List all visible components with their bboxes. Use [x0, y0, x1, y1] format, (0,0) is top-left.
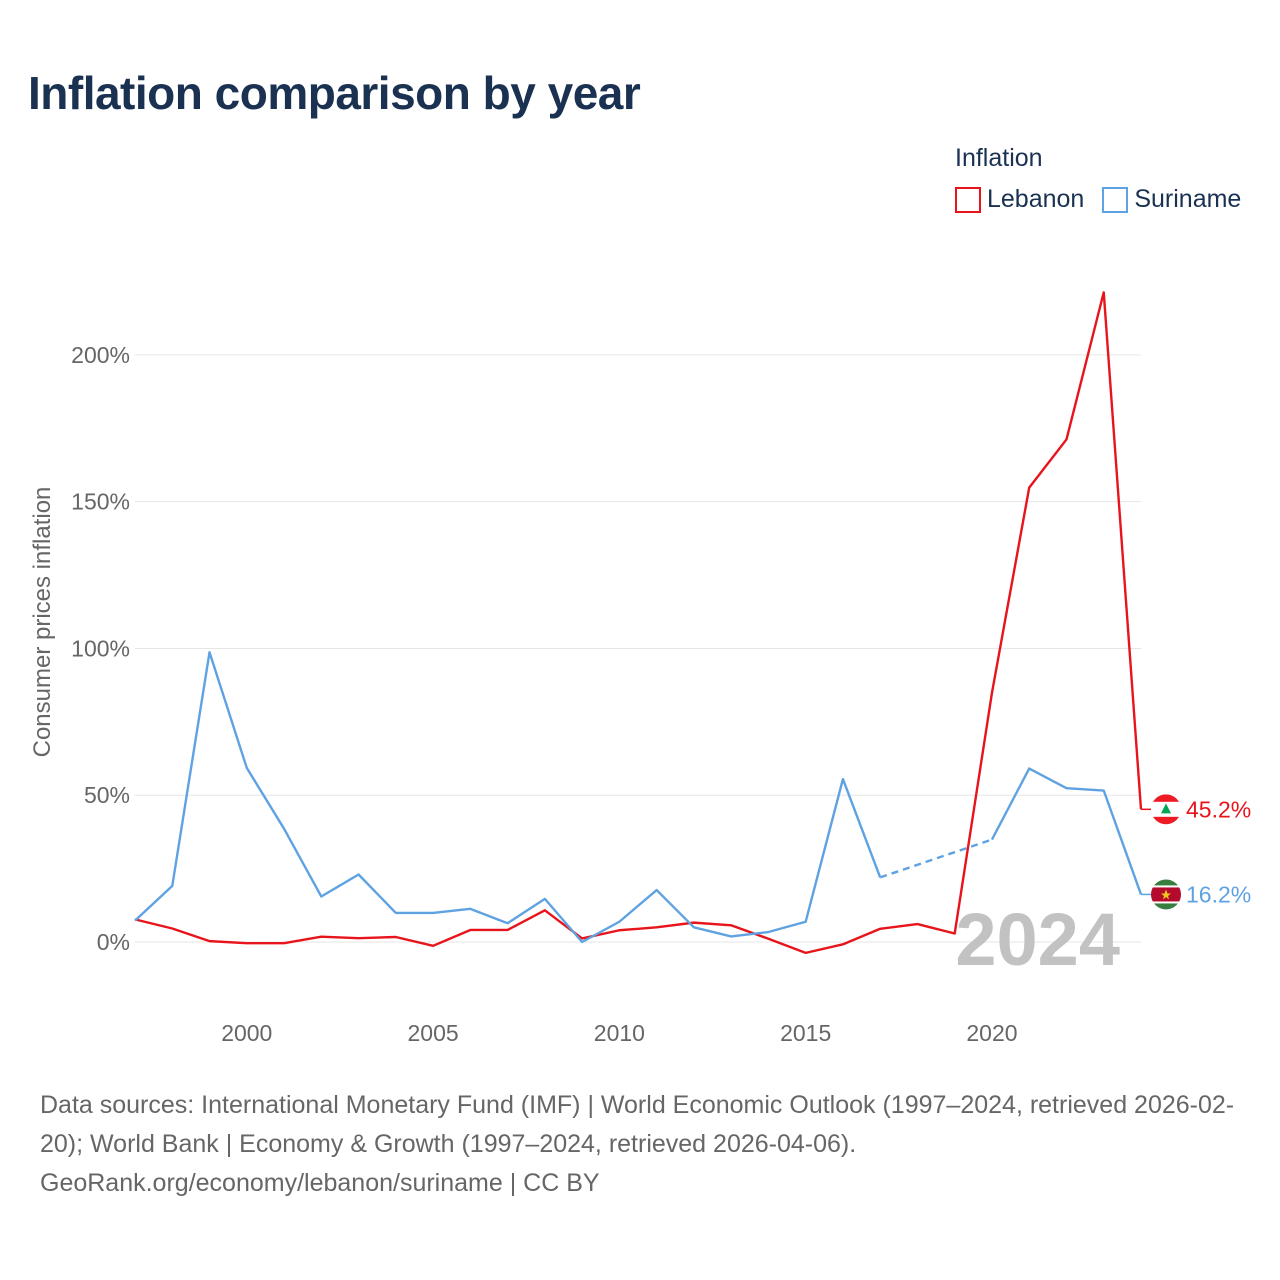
source-line-2: GeoRank.org/economy/lebanon/suriname | C…: [40, 1169, 600, 1197]
legend: Inflation Lebanon Suriname: [955, 144, 1241, 214]
x-tick-label-2005: 2005: [407, 1020, 458, 1046]
line-chart: 0% 50% 100% 150% 200% 2000 2005 2010 2015 2020 Co…: [29, 291, 1251, 1046]
y-tick-label-200: 200%: [71, 342, 130, 368]
x-tick-label-2020: 2020: [966, 1020, 1017, 1046]
y-axis-title: Consumer prices inflation: [29, 487, 56, 758]
end-label-suriname: 16.2%: [1186, 881, 1251, 907]
legend-title: Inflation: [955, 144, 1043, 172]
y-tick-label-50: 50%: [84, 782, 130, 808]
legend-swatch-suriname: [1102, 186, 1129, 213]
x-tick-label-2015: 2015: [780, 1020, 831, 1046]
legend-swatch-lebanon: [955, 186, 981, 213]
legend-item-lebanon[interactable]: Lebanon: [955, 185, 1084, 214]
year-watermark: 2024: [955, 898, 1120, 981]
end-label-lebanon: 45.2%: [1186, 796, 1251, 822]
source-line-1: Data sources: International Monetary Fun…: [40, 1091, 1235, 1158]
series-line-suriname: [134, 651, 882, 944]
flag-suriname: [1151, 879, 1181, 910]
legend-label-suriname: Suriname: [1134, 185, 1242, 213]
series-line-lebanon: [134, 291, 1143, 955]
legend-label-lebanon: Lebanon: [987, 185, 1085, 213]
x-tick-label-2000: 2000: [221, 1020, 272, 1046]
x-tick-label-2010: 2010: [594, 1020, 645, 1046]
flag-lebanon: [1151, 794, 1181, 825]
source-note: Data sources: International Monetary Fun…: [40, 1086, 1250, 1203]
legend-item-suriname[interactable]: Suriname: [1102, 185, 1241, 214]
series-line-suriname-1: [990, 767, 1143, 895]
series-gap-suriname: [879, 838, 993, 879]
y-tick-label-100: 100%: [71, 635, 130, 661]
y-tick-label-0: 0%: [97, 929, 130, 955]
chart-title: Inflation comparison by year: [28, 67, 641, 119]
y-tick-label-150: 150%: [71, 489, 130, 515]
